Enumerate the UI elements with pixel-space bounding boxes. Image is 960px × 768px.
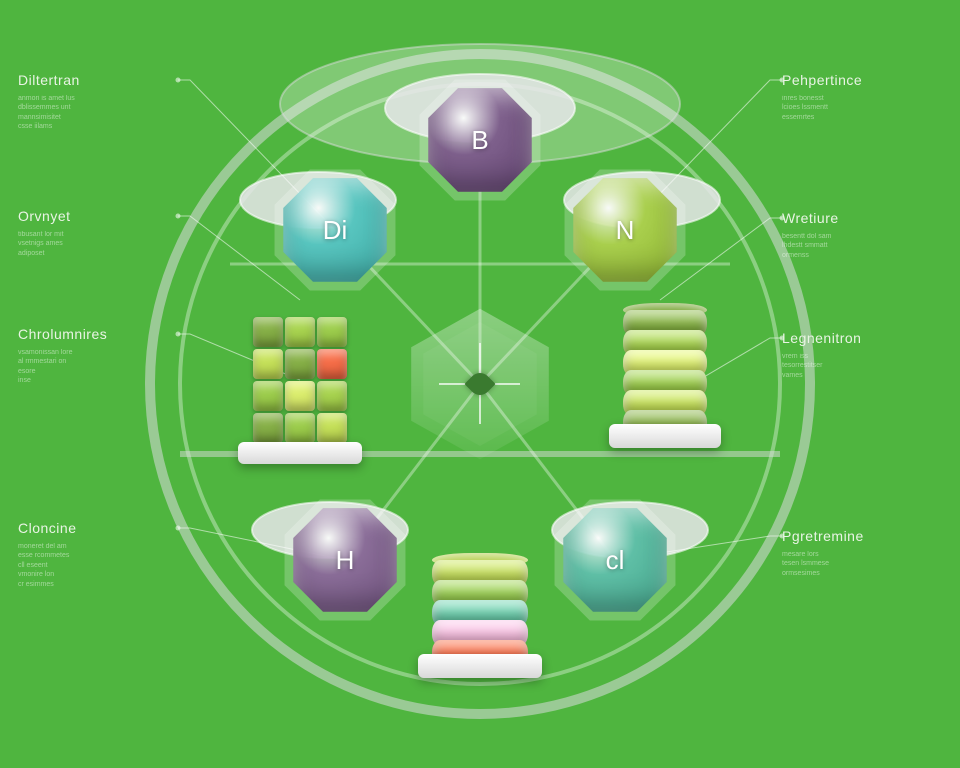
annotation-heading: Diltertran — [18, 72, 178, 88]
annotation-body: anmori is amet lusdblissemmes untmannsim… — [18, 94, 178, 132]
center-hex — [400, 304, 560, 464]
annotation-heading: Orvnyet — [18, 208, 178, 224]
annotation-body: inres bonesstlcioes lssmenttessemrtes — [782, 94, 942, 122]
annotation-section: Cloncine moneret del amesse rcommetescll… — [18, 520, 178, 589]
annotation-section: Diltertran anmori is amet lusdblissemmes… — [18, 72, 178, 132]
annotation-heading: Cloncine — [18, 520, 178, 536]
annotation-body: mesare lorstesen lsmmeseormsesimes — [782, 550, 942, 578]
annotation-section: Pehpertince inres bonesstlcioes lssmentt… — [782, 72, 942, 122]
annotation-section: Pgretremine mesare lorstesen lsmmeseorms… — [782, 528, 942, 578]
cylinder-stack-0 — [623, 303, 707, 430]
cylinder-stack-1 — [432, 553, 528, 660]
annotation-section: Chrolumnires vsamonissan loreal rmmestar… — [18, 326, 178, 386]
annotation-body: tibusant lor mitvsetnigs amesadiposet — [18, 230, 178, 258]
annotation-body: besentt dol samlhdestt smmattormenss — [782, 232, 942, 260]
annotation-section: Wretiure besentt dol samlhdestt smmattor… — [782, 210, 942, 260]
annotation-heading: Chrolumnires — [18, 326, 178, 342]
annotation-heading: Wretiure — [782, 210, 942, 226]
annotation-section: Orvnyet tibusant lor mitvsetnigs amesadi… — [18, 208, 178, 258]
annotation-heading: Pehpertince — [782, 72, 942, 88]
annotation-body: moneret del amesse rcommetescll eseentvm… — [18, 542, 178, 589]
annotation-section: Legnenitron vrem isstesorrestitservames — [782, 330, 942, 380]
annotation-heading: Pgretremine — [782, 528, 942, 544]
cube-grid — [252, 316, 348, 444]
annotation-heading: Legnenitron — [782, 330, 942, 346]
annotation-body: vrem isstesorrestitservames — [782, 352, 942, 380]
annotation-body: vsamonissan loreal rmmestari onesore ins… — [18, 348, 178, 386]
